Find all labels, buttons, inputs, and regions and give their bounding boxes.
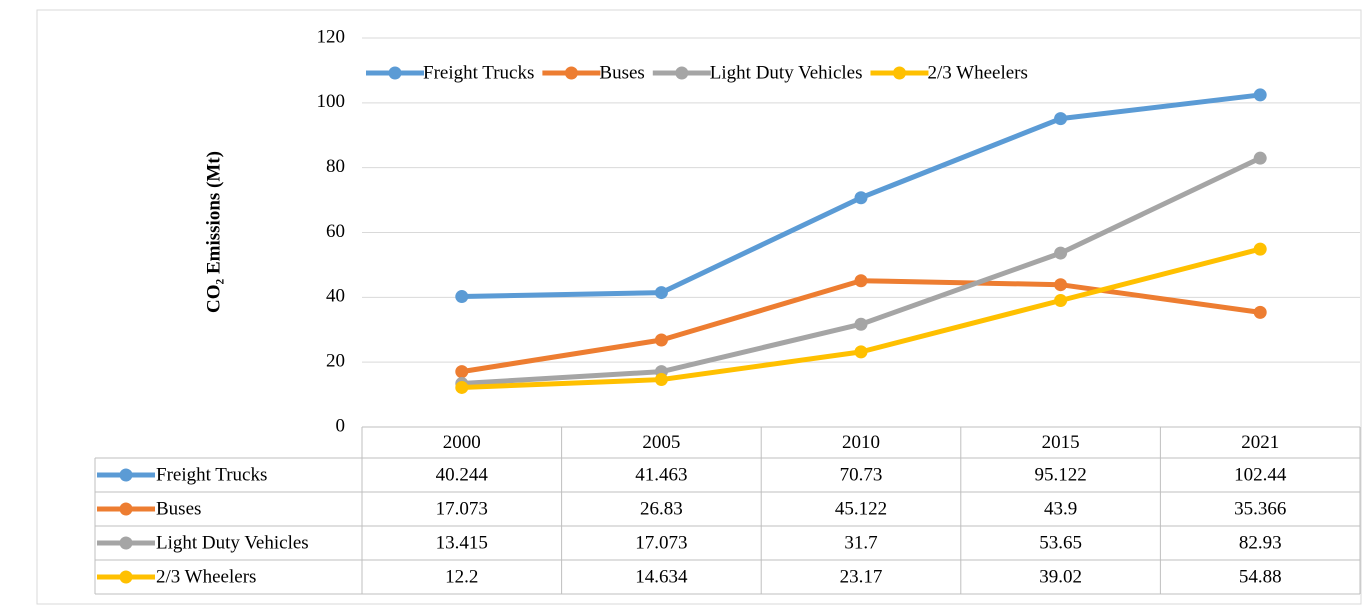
table-value: 13.415 [436, 532, 488, 553]
table-value: 17.073 [436, 498, 488, 519]
legend-label: Light Duty Vehicles [710, 62, 863, 83]
table-key-marker [119, 468, 133, 482]
data-point [1054, 278, 1068, 292]
data-point [854, 345, 868, 359]
table-value: 23.17 [840, 566, 883, 587]
y-tick-label: 100 [317, 91, 346, 112]
table-key-marker [119, 536, 133, 550]
table-series-name: 2/3 Wheelers [156, 566, 256, 587]
data-point [1054, 294, 1068, 308]
table-value: 17.073 [635, 532, 687, 553]
data-point [1054, 246, 1068, 260]
table-value: 70.73 [840, 464, 883, 485]
data-point [1253, 242, 1267, 256]
y-tick-label: 60 [326, 221, 345, 242]
table-value: 53.65 [1039, 532, 1082, 553]
x-tick-label: 2010 [842, 432, 880, 453]
data-point [455, 380, 469, 394]
legend-label: 2/3 Wheelers [927, 62, 1027, 83]
table-value: 95.122 [1034, 464, 1086, 485]
data-point [1253, 88, 1267, 102]
legend-key-marker [675, 66, 689, 80]
table-key-marker [119, 502, 133, 516]
legend-key-marker [388, 66, 402, 80]
data-point [1054, 112, 1068, 126]
y-tick-label: 80 [326, 156, 345, 177]
legend-label: Freight Trucks [423, 62, 534, 83]
x-tick-label: 2021 [1241, 432, 1279, 453]
data-point [654, 286, 668, 300]
legend-key-marker [892, 66, 906, 80]
table-value: 31.7 [844, 532, 877, 553]
legend-label: Buses [599, 62, 644, 83]
data-point [455, 290, 469, 304]
table-key-marker [119, 570, 133, 584]
table-value: 40.244 [436, 464, 489, 485]
data-point [455, 365, 469, 379]
table-value: 45.122 [835, 498, 887, 519]
data-point [854, 317, 868, 331]
y-tick-label: 120 [317, 26, 346, 47]
chart-frame [36, 9, 1362, 605]
table-value: 39.02 [1039, 566, 1082, 587]
data-point [654, 333, 668, 347]
x-tick-label: 2000 [443, 432, 481, 453]
y-tick-label: 20 [326, 351, 345, 372]
data-point [1253, 305, 1267, 319]
table-value: 54.88 [1239, 566, 1282, 587]
table-series-name: Buses [156, 498, 201, 519]
table-value: 12.2 [445, 566, 478, 587]
x-tick-label: 2005 [642, 432, 680, 453]
table-value: 43.9 [1044, 498, 1077, 519]
y-tick-label: 40 [326, 286, 345, 307]
table-value: 82.93 [1239, 532, 1282, 553]
table-value: 14.634 [635, 566, 688, 587]
data-point [854, 274, 868, 288]
y-tick-label: 0 [336, 415, 346, 436]
y-axis-label: CO₂ Emissions (Mt) [203, 151, 224, 313]
data-point [1253, 151, 1267, 165]
legend-key-marker [564, 66, 578, 80]
table-series-name: Light Duty Vehicles [156, 532, 309, 553]
data-point [854, 191, 868, 205]
table-series-name: Freight Trucks [156, 464, 267, 485]
table-value: 102.44 [1234, 464, 1287, 485]
x-tick-label: 2015 [1042, 432, 1080, 453]
table-value: 41.463 [635, 464, 687, 485]
table-value: 26.83 [640, 498, 683, 519]
data-point [654, 373, 668, 387]
table-value: 35.366 [1234, 498, 1286, 519]
